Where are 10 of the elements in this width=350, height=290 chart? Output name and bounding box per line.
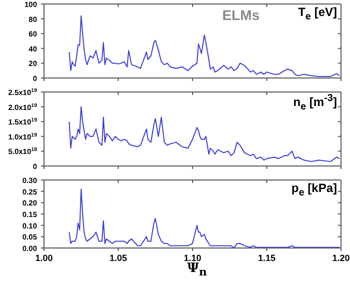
x-tick-label: 1.00 xyxy=(35,253,53,263)
x-tick-label: 1.05 xyxy=(109,253,128,263)
x-tick-label: 1.10 xyxy=(184,253,202,263)
annotation: p$_{e}$ [kPa] xyxy=(291,181,337,198)
x-tick-label: 1.15 xyxy=(258,253,276,263)
x-tick-label: 1.20 xyxy=(332,253,350,263)
x-axis-title: Ψ$_{n}$ xyxy=(187,261,208,279)
annotation: ELMs xyxy=(222,7,260,23)
annotation: n$_{e}$ [m$^{-3}$] xyxy=(293,93,337,112)
annotation: T$_{e}$ [eV] xyxy=(298,5,337,22)
